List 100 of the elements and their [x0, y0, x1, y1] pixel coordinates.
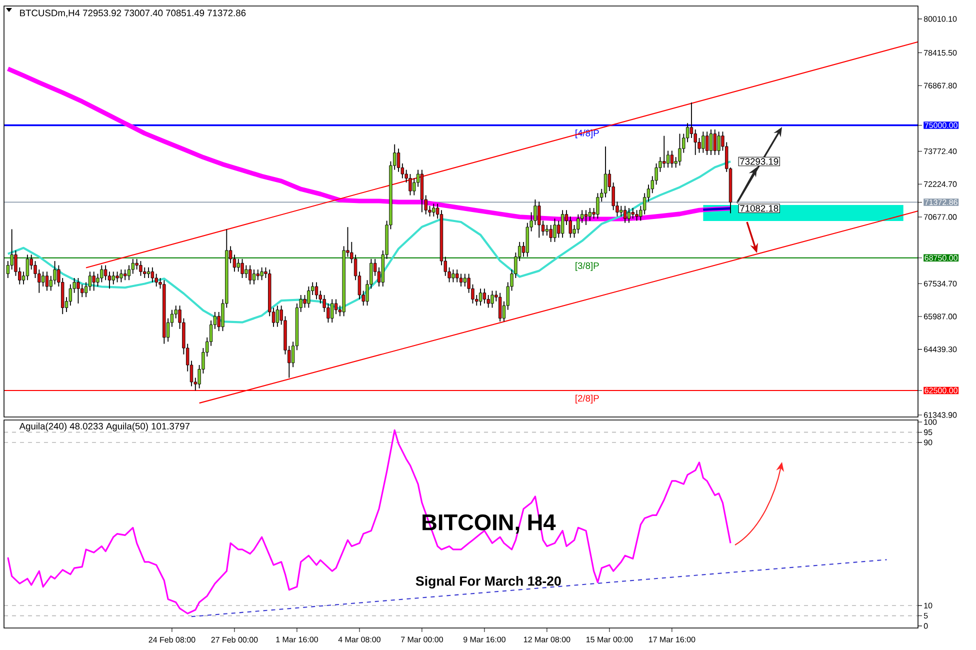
- annotation: 73293.19: [740, 158, 778, 165]
- candlestick: [588, 208, 592, 222]
- candlestick: [244, 264, 248, 278]
- chart-title: Aguila(240) 48.0233 Aguila(50) 101.3797: [19, 422, 190, 432]
- y-tick-label: 68750.00: [924, 255, 958, 261]
- candlestick: [127, 264, 131, 281]
- candlestick: [662, 135, 666, 168]
- candlestick: [482, 288, 486, 304]
- candlestick: [108, 271, 112, 290]
- candlestick: [260, 266, 264, 281]
- candlestick: [576, 214, 580, 234]
- candlestick: [330, 298, 334, 324]
- candlestick: [76, 278, 80, 304]
- candlestick: [26, 254, 30, 281]
- y-tick-label: 10: [924, 602, 932, 608]
- candlestick: [432, 203, 436, 217]
- candlestick: [92, 271, 96, 292]
- x-tick-label: 24 Feb 08:00: [148, 636, 196, 643]
- candlestick: [560, 210, 564, 238]
- candlestick: [334, 298, 338, 315]
- y-tick-label: 100: [924, 419, 937, 425]
- candlestick: [100, 264, 104, 283]
- candlestick: [478, 288, 482, 306]
- candlestick: [123, 269, 127, 281]
- candlestick: [236, 258, 240, 272]
- candlestick: [240, 258, 244, 278]
- y-tick-label: 71372.86: [924, 199, 958, 206]
- candlestick: [232, 254, 236, 272]
- candlestick: [143, 266, 146, 278]
- candlestick: [307, 286, 310, 308]
- candlestick: [452, 269, 455, 283]
- y-tick-label: 72224.70: [924, 181, 957, 187]
- y-tick-label: 78415.50: [924, 50, 957, 56]
- chart-title: BTCUSDm,H4 72953.92 73007.40 70851.49 71372.86: [20, 10, 246, 18]
- candlestick: [631, 208, 634, 220]
- candlestick: [139, 260, 142, 276]
- candlestick: [41, 271, 45, 287]
- candlestick: [545, 224, 549, 236]
- x-tick-label: 4 Mar 08:00: [338, 636, 380, 642]
- y-tick-label: 95: [924, 429, 932, 436]
- y-tick-label: 5: [924, 612, 928, 619]
- candlestick: [314, 282, 318, 300]
- candlestick: [713, 129, 716, 156]
- x-tick-label: 7 Mar 00:00: [401, 636, 443, 642]
- candlestick: [116, 271, 119, 283]
- candlestick: [705, 131, 709, 156]
- candlestick: [620, 205, 623, 217]
- candlestick: [38, 269, 41, 294]
- y-tick-label: 90: [924, 440, 932, 446]
- candlestick: [666, 150, 670, 168]
- candlestick: [252, 269, 256, 285]
- candlestick: [276, 305, 280, 328]
- y-tick-label: 75000.00: [924, 122, 958, 128]
- candlestick: [678, 133, 682, 166]
- candlestick: [120, 269, 123, 283]
- candlestick: [690, 102, 694, 138]
- candlestick: [498, 292, 502, 322]
- candlestick: [717, 131, 720, 156]
- candlestick: [549, 224, 552, 242]
- y-tick-label: 67534.70: [924, 280, 957, 286]
- candlestick: [303, 294, 306, 308]
- y-tick-label: 73772.40: [924, 148, 957, 154]
- y-tick-label: 70677.00: [924, 214, 957, 220]
- candlestick: [112, 271, 115, 285]
- candlestick: [623, 205, 627, 224]
- x-tick-label: 17 Mar 16:00: [648, 636, 696, 642]
- candlestick: [408, 174, 412, 196]
- candlestick: [459, 273, 463, 287]
- y-tick-label: 76867.80: [924, 82, 957, 88]
- candlestick: [635, 210, 638, 222]
- annotation: 71082.18: [740, 205, 778, 212]
- candlestick: [150, 266, 154, 283]
- x-tick-label: 9 Mar 16:00: [463, 636, 506, 642]
- candlestick: [135, 258, 138, 270]
- y-tick-label: 65987.00: [924, 314, 957, 320]
- y-tick-label: 62500.00: [924, 388, 958, 394]
- candlestick: [702, 131, 705, 154]
- y-tick-label: 0: [924, 623, 928, 629]
- candlestick: [455, 269, 459, 283]
- candlestick: [670, 150, 674, 168]
- x-tick-label: 1 Mar 16:00: [276, 636, 318, 642]
- candlestick: [146, 266, 150, 278]
- candlestick: [80, 284, 84, 298]
- ref-line-label: [3/8]P: [576, 262, 599, 271]
- candlestick: [604, 146, 608, 198]
- candlestick: [248, 264, 252, 285]
- candlestick: [553, 218, 556, 242]
- y-tick-label: 80010.10: [924, 16, 957, 22]
- y-tick-label: 64439.30: [924, 346, 957, 352]
- candlestick: [490, 290, 494, 308]
- candlestick: [596, 192, 600, 220]
- annotation: Signal For March 18-20: [416, 576, 561, 588]
- candlestick: [256, 269, 260, 281]
- candlestick: [584, 210, 588, 226]
- candlestick: [463, 273, 467, 287]
- x-tick-label: 15 Mar 00:00: [586, 636, 633, 642]
- candlestick: [538, 201, 541, 238]
- x-tick-label: 27 Feb 00:00: [211, 636, 258, 643]
- ref-line-label: [2/8]P: [576, 394, 599, 404]
- candlestick: [709, 129, 713, 156]
